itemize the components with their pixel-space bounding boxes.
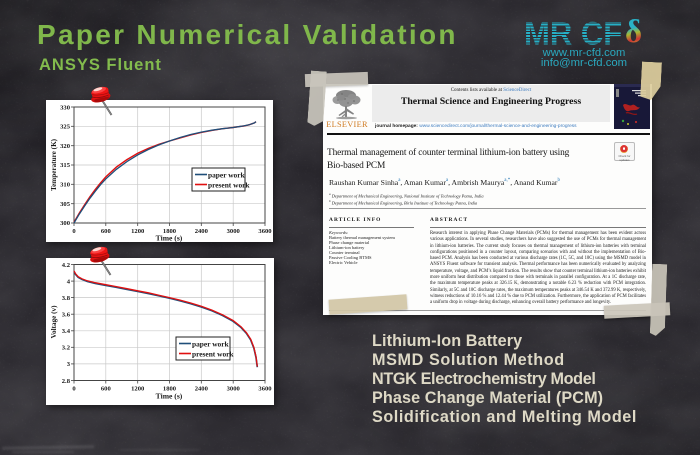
svg-text:present work: present work <box>192 349 234 358</box>
svg-text:330: 330 <box>60 104 71 111</box>
svg-text:320: 320 <box>60 143 71 150</box>
svg-text:Temperature (K): Temperature (K) <box>50 138 58 191</box>
svg-text:305: 305 <box>60 201 71 208</box>
svg-text:Time (s): Time (s) <box>156 392 183 401</box>
svg-text:Voltage (v): Voltage (v) <box>50 305 58 339</box>
svg-text:3600: 3600 <box>258 228 272 235</box>
svg-text:present work: present work <box>208 180 250 189</box>
svg-text:3: 3 <box>67 361 71 368</box>
svg-text:2.8: 2.8 <box>62 378 71 385</box>
svg-text:1800: 1800 <box>163 228 177 235</box>
svg-text:315: 315 <box>60 162 71 169</box>
svg-text:paper work: paper work <box>208 170 246 179</box>
svg-text:1200: 1200 <box>131 228 145 235</box>
svg-text:3.2: 3.2 <box>62 345 71 352</box>
svg-text:paper work: paper work <box>192 339 230 348</box>
svg-text:4.2: 4.2 <box>62 262 71 269</box>
svg-text:325: 325 <box>60 124 71 131</box>
svg-text:300: 300 <box>60 220 71 227</box>
svg-text:600: 600 <box>101 228 112 235</box>
svg-text:3.6: 3.6 <box>62 312 71 319</box>
svg-text:3.8: 3.8 <box>62 295 71 302</box>
svg-text:0: 0 <box>72 386 76 393</box>
svg-text:3.4: 3.4 <box>62 328 71 335</box>
svg-text:Time (s): Time (s) <box>156 234 183 243</box>
svg-text:3000: 3000 <box>227 228 241 235</box>
svg-text:2400: 2400 <box>195 386 209 393</box>
svg-text:2400: 2400 <box>195 228 209 235</box>
svg-text:600: 600 <box>101 386 112 393</box>
svg-text:4: 4 <box>67 278 71 285</box>
svg-text:1800: 1800 <box>163 386 177 393</box>
svg-text:0: 0 <box>72 228 76 235</box>
svg-text:3000: 3000 <box>227 386 241 393</box>
svg-text:1200: 1200 <box>131 386 145 393</box>
svg-text:3600: 3600 <box>258 386 272 393</box>
svg-text:310: 310 <box>60 182 71 189</box>
